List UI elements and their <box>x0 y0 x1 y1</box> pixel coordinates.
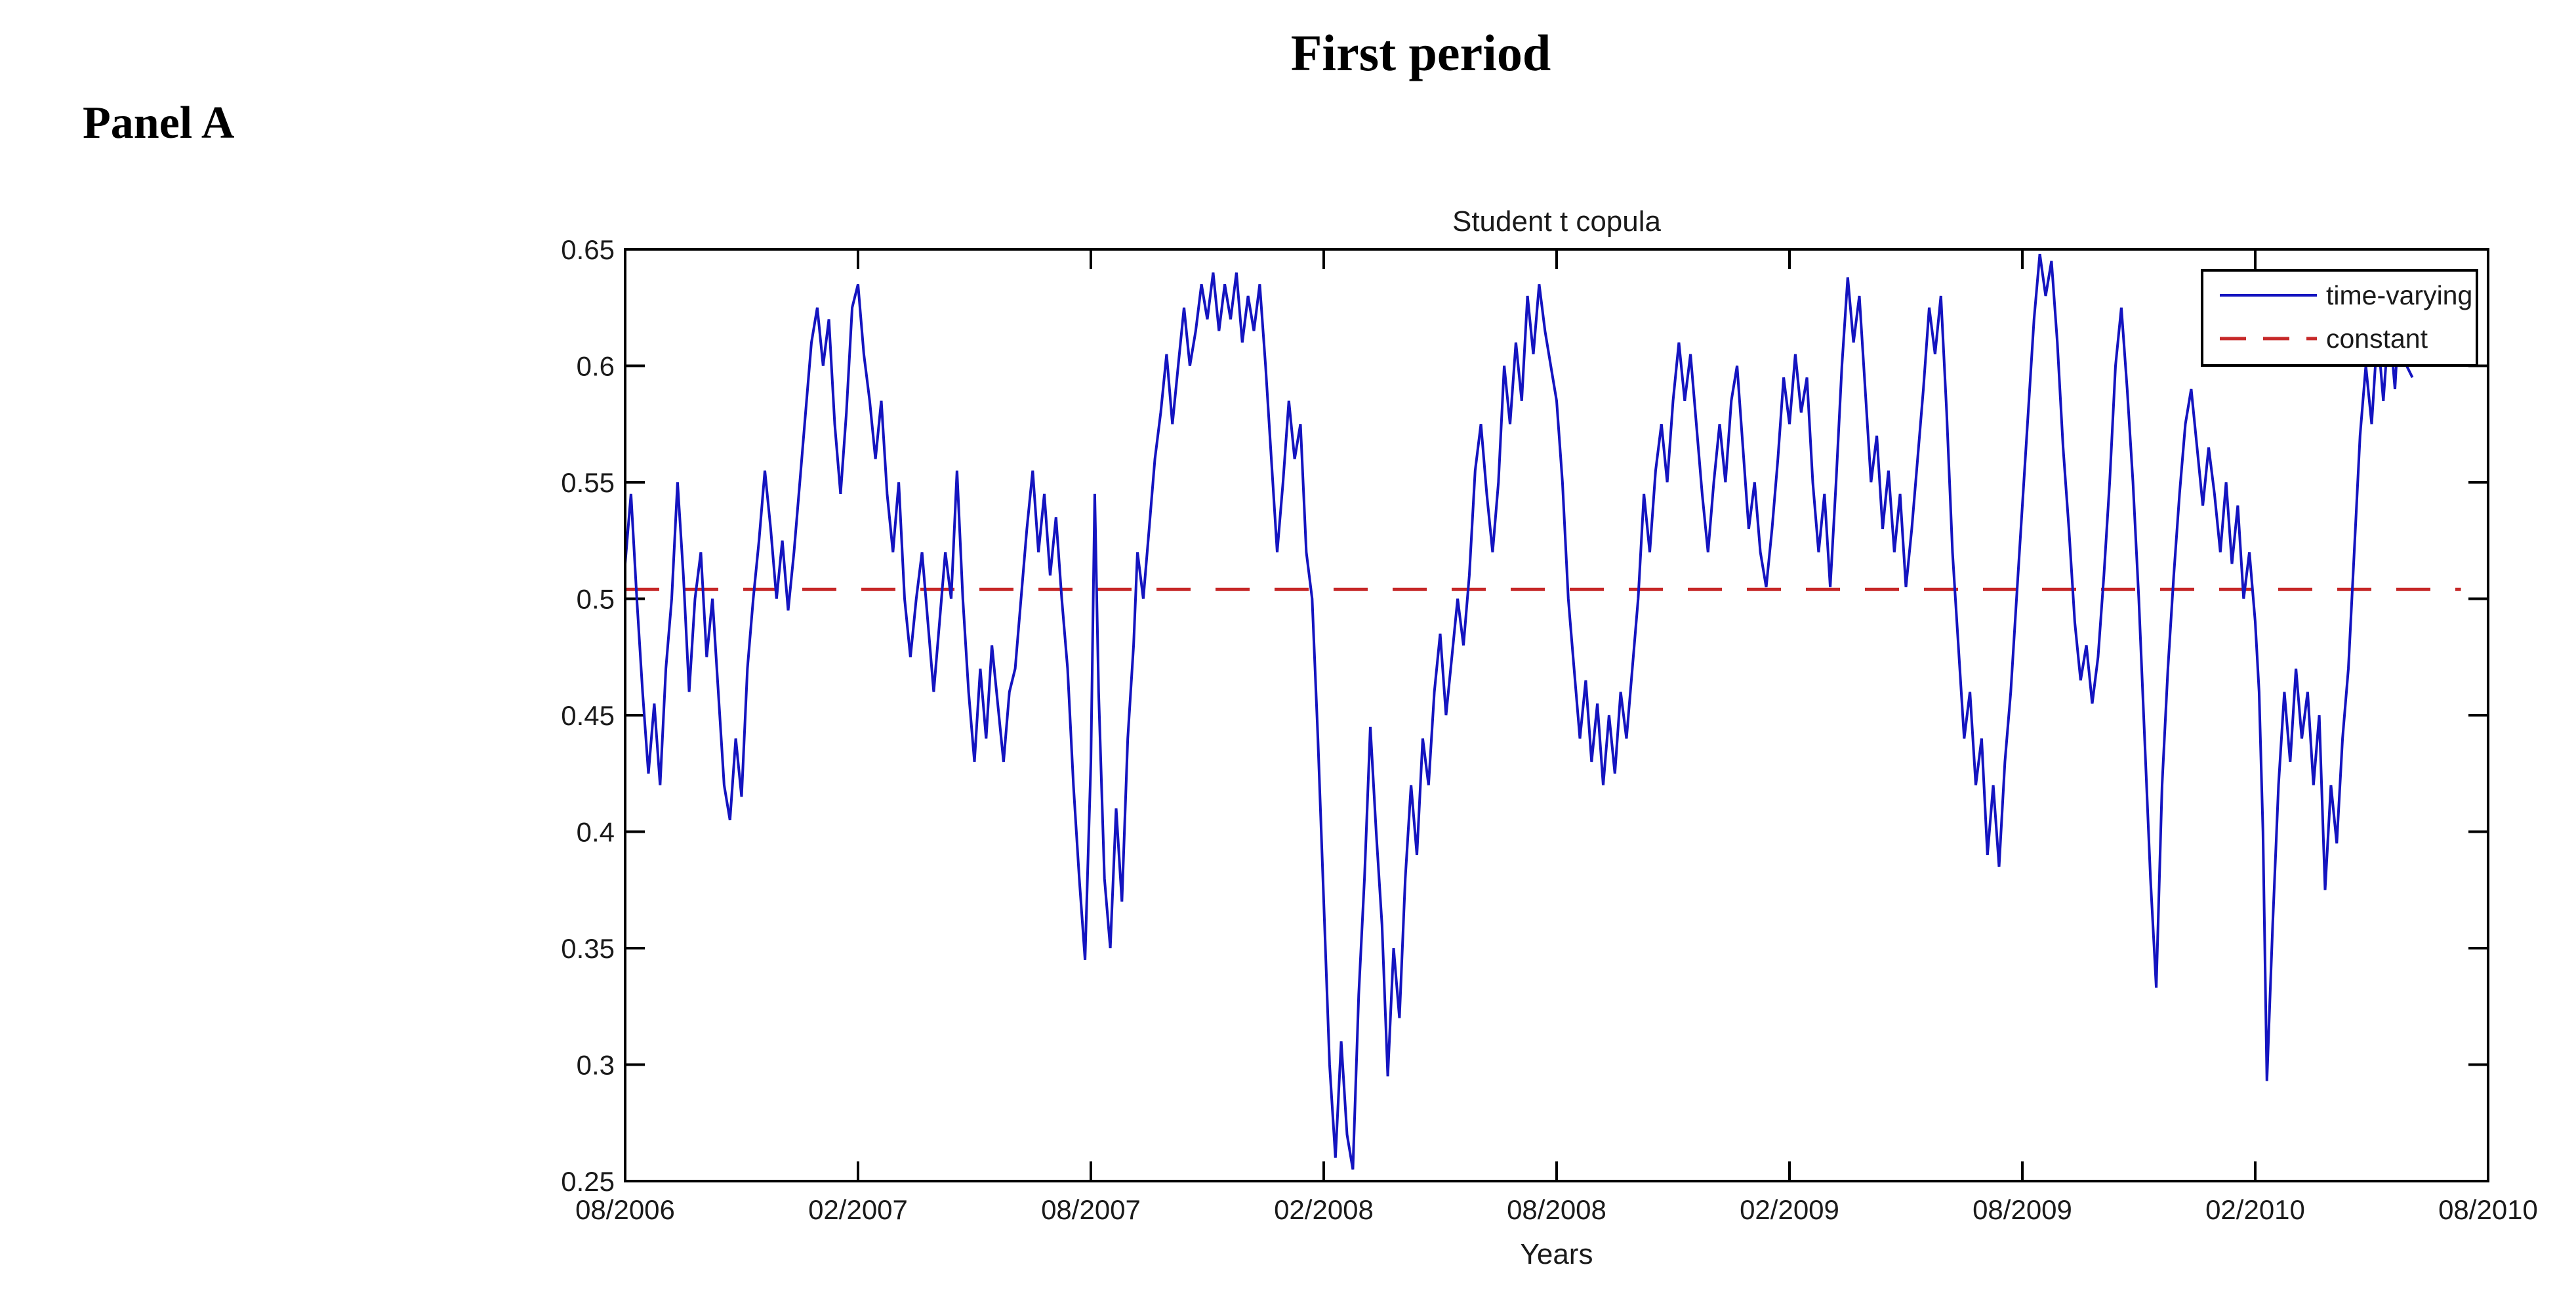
legend: time-varying constant <box>2201 269 2478 367</box>
axis-ticks: 08/2006 02/2007 08/2007 02/2008 08/2008 02/20… <box>561 234 2538 1225</box>
x-tick-label: 02/2007 <box>808 1194 908 1225</box>
y-tick-label: 0.25 <box>561 1166 615 1197</box>
x-tick-label: 02/2008 <box>1274 1194 1374 1225</box>
legend-box <box>2201 269 2478 367</box>
y-tick-label: 0.4 <box>577 817 615 848</box>
legend-label-constant: constant <box>2326 323 2428 354</box>
y-tick-label: 0.6 <box>577 351 615 382</box>
plot-frame <box>624 248 2489 1182</box>
y-tick-label: 0.45 <box>561 700 615 731</box>
figure-title: First period <box>1290 24 1551 81</box>
x-tick-label: 08/2006 <box>575 1194 675 1225</box>
x-tick-label: 02/2009 <box>1740 1194 1839 1225</box>
y-tick-label: 0.5 <box>577 584 615 615</box>
x-tick-label: 08/2008 <box>1507 1194 1606 1225</box>
y-tick-label: 0.65 <box>561 234 615 265</box>
x-tick-label: 08/2010 <box>2438 1194 2538 1225</box>
x-tick-label: 08/2009 <box>1973 1194 2072 1225</box>
chart-title: Student t copula <box>1452 205 1662 238</box>
x-tick-label: 08/2007 <box>1041 1194 1141 1225</box>
panel-label: Panel A <box>83 98 235 148</box>
x-tick-label: 02/2010 <box>2205 1194 2305 1225</box>
y-tick-label: 0.55 <box>561 467 615 498</box>
time-varying-line <box>624 253 2414 1170</box>
y-tick-label: 0.3 <box>577 1050 615 1081</box>
legend-label-time-varying: time-varying <box>2326 280 2472 310</box>
y-tick-label: 0.35 <box>561 933 615 964</box>
x-axis-label: Years <box>1521 1238 1593 1270</box>
